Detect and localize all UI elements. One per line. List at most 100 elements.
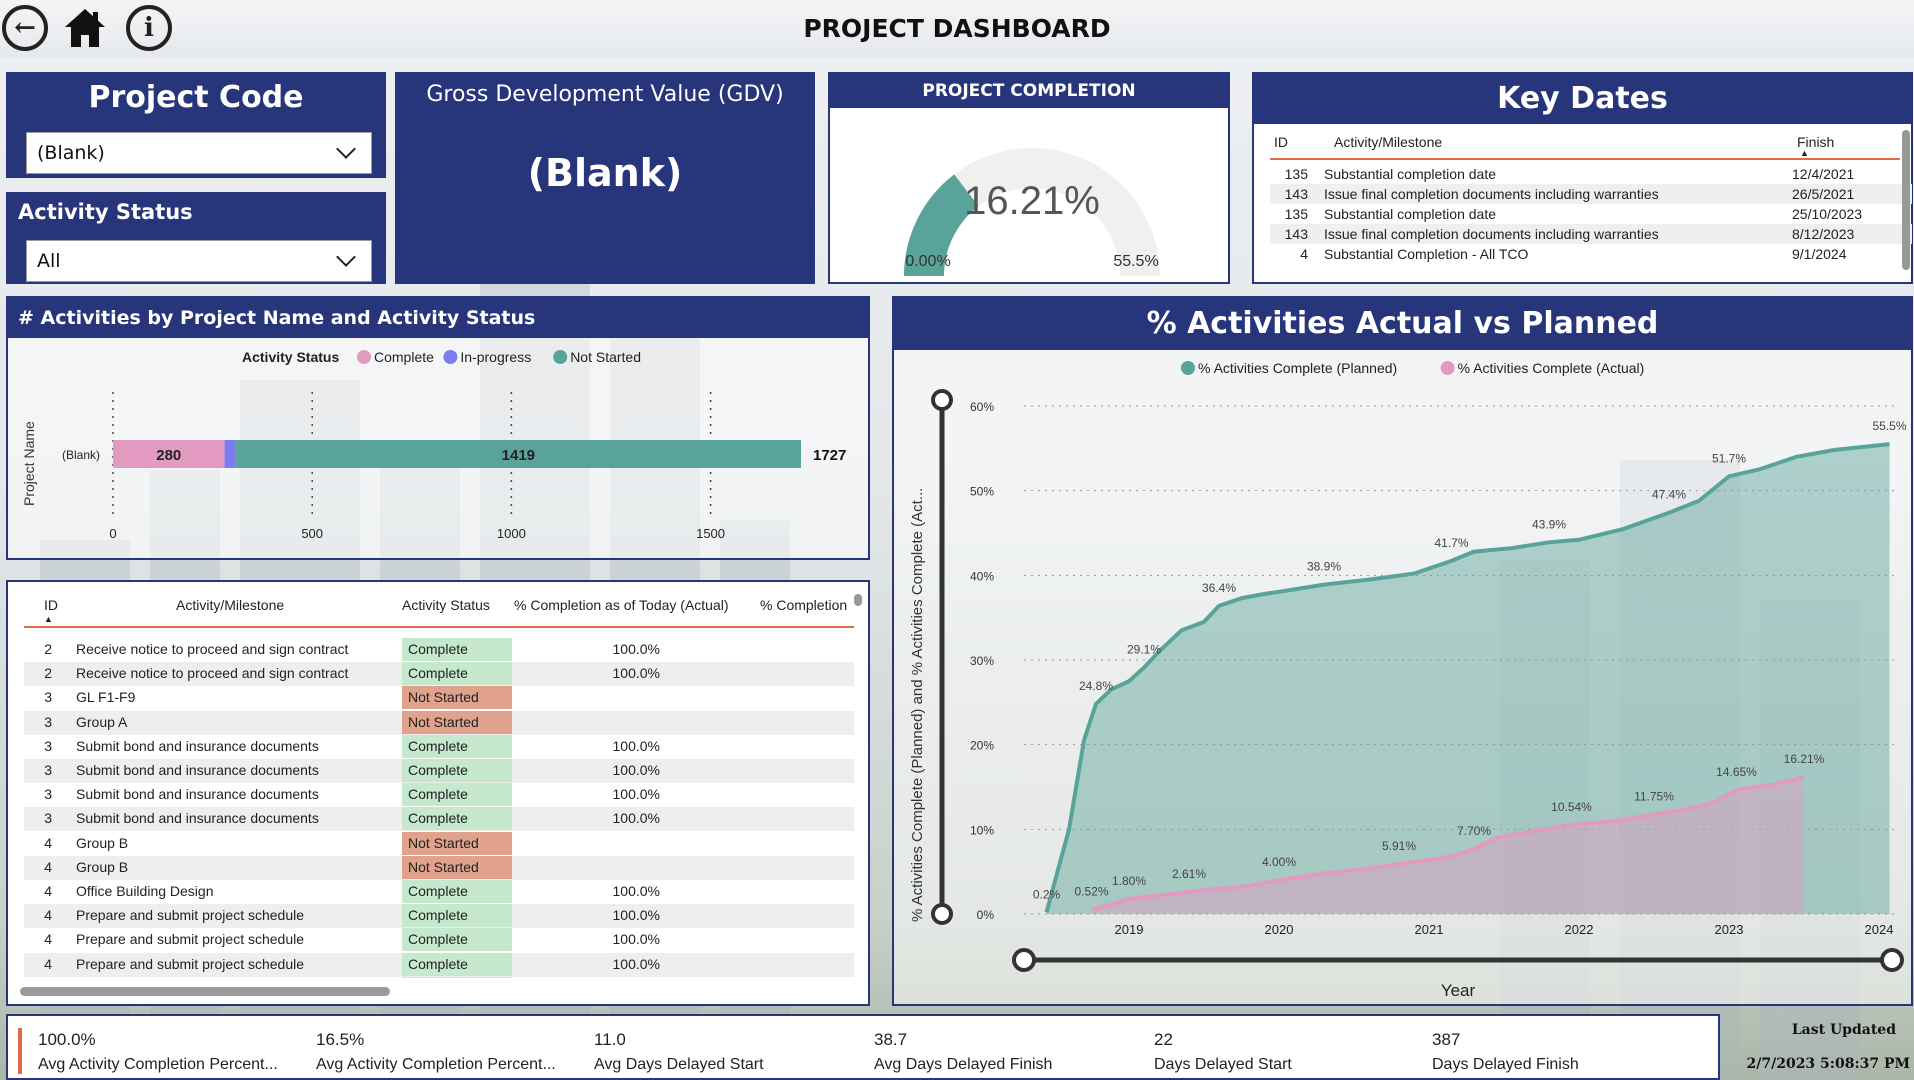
line-data-label: 29.1% [1127,643,1161,657]
grid-col-id[interactable]: ID [44,597,58,613]
grid-cell-activity: Submit bond and insurance documents [76,737,319,754]
line-data-label: 47.4% [1652,488,1686,502]
bar-legend-label: Not Started [570,349,641,365]
grid-cell-actual: 100.0% [612,762,660,778]
key-dates-col-activity[interactable]: Activity/Milestone [1334,134,1443,150]
table-row[interactable]: 3 GL F1-F9 Not Started [24,686,854,710]
gauge-max: 55.5% [1113,253,1158,270]
table-row[interactable]: 3 Submit bond and insurance documents Comp… [24,783,854,807]
info-icon[interactable]: i [126,5,172,51]
key-date-finish: 26/5/2021 [1792,186,1855,202]
grid-hscroll-thumb[interactable] [20,987,390,996]
key-dates-col-finish[interactable]: Finish [1797,134,1835,150]
grid-cell-actual: 100.0% [612,931,660,948]
key-date-finish: 12/4/2021 [1792,166,1855,182]
table-row[interactable]: 4 Office Building Design Complete 100.0% [24,880,854,904]
home-icon[interactable] [62,5,108,51]
key-dates-row[interactable]: 143 Issue final completion documents incl… [1270,224,1912,244]
kpi-avg-completion-planned: 16.5% Avg Activity Completion Percent... [316,1030,556,1073]
line-areas [1044,442,1890,914]
grid-col-activity[interactable]: Activity/Milestone [176,597,285,613]
table-row[interactable]: 4 Prepare and submit project schedule Comp… [24,952,854,977]
grid-cell-actual: 100.0% [612,737,660,754]
grid-cell-activity: Prepare and submit project schedule [76,907,305,924]
grid-col-actual[interactable]: % Completion as of Today (Actual) [514,597,729,613]
key-date-id: 143 [1284,186,1308,202]
bar-legend-label: Complete [374,349,434,365]
y-range-slider-top-handle[interactable] [931,389,953,411]
grid-header-divider [24,626,854,628]
actual-vs-planned-chart: % Activities Complete (Planned) % Activit… [909,360,1907,1000]
line-series-line[interactable] [1091,774,1805,912]
table-row[interactable]: 4 Group B Not Started [24,831,854,856]
grid-cell-status: Complete [402,638,512,661]
line-axis-ticks: 2019 2020 2021 2022 2023 2024 [1115,922,1894,937]
grid-cell-activity: Receive notice to proceed and sign contr… [76,641,349,657]
table-row[interactable]: 3 Submit bond and insurance documents Comp… [24,759,854,783]
line-data-label: 7.70% [1457,824,1491,838]
table-row[interactable]: 2 Receive notice to proceed and sign cont… [24,638,854,662]
grid-cell-activity: Group A [76,713,128,730]
home-icon-glyph [65,9,105,47]
grid-cell-actual: 100.0% [612,641,660,657]
project-code-slicer: Project Code (Blank) [6,72,386,178]
line-data-label: 36.4% [1202,581,1236,595]
key-date-finish: 9/1/2024 [1792,246,1847,262]
grid-cell-id: 4 [44,955,52,972]
table-row[interactable]: 4 Group B Not Started [24,855,854,880]
grid-cell-id: 3 [44,713,52,730]
bar-segment[interactable] [113,440,225,468]
line-data-label: 55.5% [1872,419,1906,433]
project-code-dropdown[interactable]: (Blank) [26,132,372,174]
grid-vscroll-thumb[interactable] [854,594,862,606]
line-x-tick: 2021 [1415,922,1444,937]
line-xlabel: Year [1441,981,1476,1000]
table-row[interactable]: 3 Submit bond and insurance documents Comp… [24,734,854,759]
gauge-min: 0.00% [905,253,950,270]
grid-header: ID ▲ Activity/Milestone Activity Status … [8,582,868,632]
x-range-slider-left-handle[interactable] [1012,948,1036,972]
x-range-slider-right-handle[interactable] [1880,948,1904,972]
key-dates-row[interactable]: 4 Substantial Completion - All TCO 9/1/202… [1270,244,1912,264]
key-dates-col-id[interactable]: ID [1274,134,1288,150]
bar-legend: Complete In-progress Not Started [357,349,641,365]
bar-gridlines: 0 500 1000 1500 [109,392,725,541]
activities-grid: ID ▲ Activity/Milestone Activity Status … [6,580,870,1006]
grid-cell-id: 4 [44,858,52,875]
grid-cell-status: Complete [402,880,512,903]
bar-segment[interactable] [235,440,802,468]
line-x-tick: 2020 [1265,922,1294,937]
activity-status-dropdown[interactable]: All [26,240,372,282]
y-range-slider-bottom-handle[interactable] [931,903,953,925]
bar-ylabel: Project Name [21,421,37,506]
key-dates-scroll-thumb[interactable] [1902,130,1910,270]
key-dates-row[interactable]: 143 Issue final completion documents incl… [1270,184,1912,204]
kpi-accent-bar [18,1028,22,1074]
back-arrow-icon[interactable]: ← [2,5,48,51]
grid-col-status[interactable]: Activity Status [402,597,490,613]
table-row[interactable]: 3 Group A Not Started [24,710,854,735]
table-row[interactable]: 2 Receive notice to proceed and sign cont… [24,662,854,687]
key-dates-scrollbar[interactable] [1902,130,1910,270]
bar-segment[interactable] [224,440,236,468]
key-dates-row[interactable]: 135 Substantial completion date 12/4/2021 [1270,164,1912,184]
key-dates-title: Key Dates [1254,74,1911,124]
kpi-avg-completion-actual: 100.0% Avg Activity Completion Percent... [38,1030,278,1073]
line-data-label: 14.65% [1716,765,1757,779]
grid-cell-status: Complete [402,904,512,928]
grid-cell-activity: Office Building Design [76,883,214,899]
line-data-label: 51.7% [1712,451,1746,465]
key-dates-table: ID Activity/Milestone Finish ▲ 135 Substa… [1264,128,1914,284]
line-series-line[interactable] [1044,442,1890,913]
table-row[interactable]: 3 Submit bond and insurance documents Comp… [24,807,854,832]
key-dates-row[interactable]: 135 Substantial completion date 25/10/2023 [1270,204,1912,224]
grid-col-planned[interactable]: % Completion [760,597,848,613]
kpi-avg-days-delayed-start: 11.0 Avg Days Delayed Start [594,1030,764,1073]
grid-rows: 2 Receive notice to proceed and sign cont… [8,628,868,978]
line-data-label: 38.9% [1307,560,1341,574]
grid-cell-activity: Prepare and submit project schedule [76,955,305,972]
grid-cell-status: Complete [402,952,512,976]
